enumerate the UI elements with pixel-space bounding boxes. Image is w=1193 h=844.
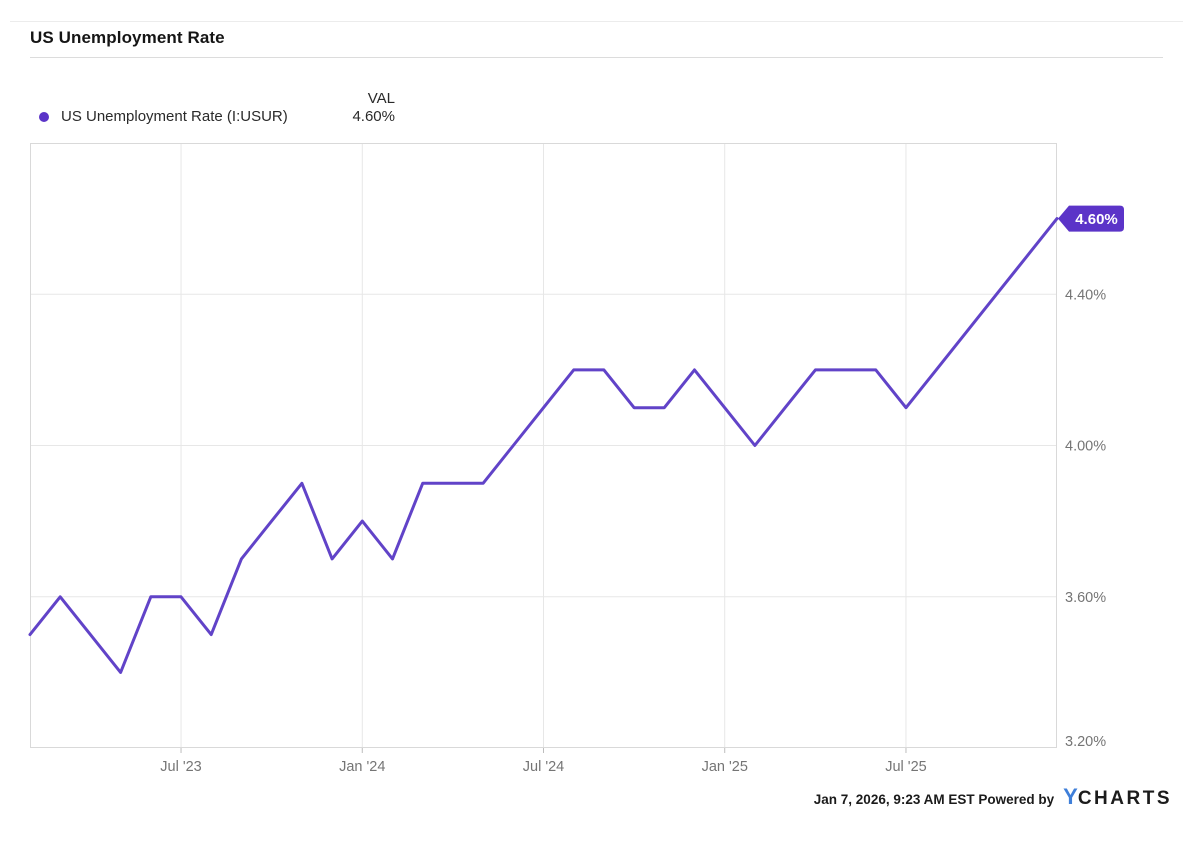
value-badge xyxy=(1058,205,1124,232)
footer-timestamp: Jan 7, 2026, 9:23 AM EST Powered by xyxy=(813,792,1055,807)
line-chart[interactable]: Jul '23 Jan '24 Jul '24 Jan '25 Jul '25 3.20%… xyxy=(0,143,1193,803)
x-axis-label: Jul '23 xyxy=(160,759,201,775)
legend-val-header: VAL xyxy=(367,90,395,107)
page-title: US Unemployment Rate xyxy=(30,28,225,47)
title-divider xyxy=(30,57,1163,58)
x-axis-label: Jan '25 xyxy=(702,759,748,775)
value-badge-label: 4.60% xyxy=(1075,211,1118,228)
x-axis-label: Jul '24 xyxy=(523,759,564,775)
ycharts-logo-text: CHARTS xyxy=(1077,788,1172,809)
plot-border xyxy=(30,143,1057,748)
y-axis-label: 4.40% xyxy=(1065,287,1106,303)
legend-val-value: 4.60% xyxy=(352,108,395,125)
ycharts-logo[interactable]: Y CHARTS xyxy=(1063,784,1172,809)
y-axis-label: 3.20% xyxy=(1065,734,1106,750)
series-line xyxy=(28,217,1059,674)
chart-footer: Jan 7, 2026, 9:23 AM EST Powered by Y CH… xyxy=(813,784,1172,809)
x-axis-label: Jul '25 xyxy=(885,759,926,775)
ycharts-logo-y-icon: Y xyxy=(1063,784,1078,809)
legend-series-label: US Unemployment Rate (I:USUR) xyxy=(61,108,288,125)
legend-marker-icon xyxy=(39,112,49,122)
y-axis-label: 4.00% xyxy=(1065,439,1106,455)
x-axis-label: Jan '24 xyxy=(339,759,385,775)
y-axis-label: 3.60% xyxy=(1065,590,1106,606)
widget-top-border xyxy=(10,21,1183,22)
